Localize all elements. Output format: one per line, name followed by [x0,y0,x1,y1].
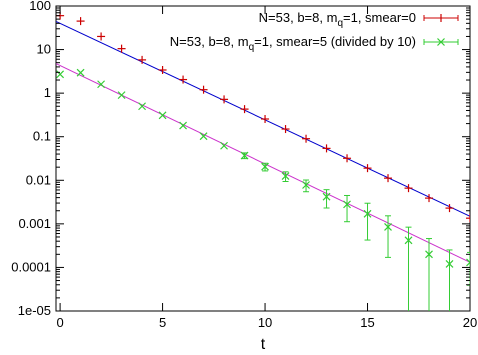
cross-marker-b [302,181,310,189]
y-tick-label: 100 [29,0,51,13]
series-1-point [302,134,311,143]
series-2-point [363,202,372,241]
cross-marker-b [97,80,106,89]
x-tick-label: 0 [56,315,63,330]
series-2-point [343,194,351,223]
series-1-point [281,125,290,134]
series-2-point [76,68,85,77]
series-2-point [97,80,106,89]
series-2-point [138,102,147,111]
series-1-point [220,95,229,104]
legend: N=53, b=8, mq=1, smear=0 N=53, b=8, mq=1,… [170,10,459,53]
data-markers [56,11,470,311]
series-2-point [302,179,310,193]
series-2-point [384,215,392,258]
y-tick-label: 10 [37,42,51,57]
x-tick-label: 10 [258,315,272,330]
cross-marker-b [56,70,65,79]
cross-marker-b [220,141,228,150]
cross-marker-b [199,132,208,141]
series-1-point [240,105,249,114]
legend-label-2: N=53, b=8, mq=1, smear=5 (divided by 10) [170,34,416,53]
cross-marker-b [138,102,147,111]
series-2-point [158,111,167,120]
cross-marker-b [363,209,372,218]
series-1-point [466,214,470,223]
y-tick-label: 0.1 [33,129,51,144]
y-tick-label: 0.01 [26,172,51,187]
series-1-point [445,204,454,213]
series-1-point [199,85,208,94]
series-2-point [322,189,331,209]
plot-border [55,5,471,312]
series-1-point [179,75,188,84]
series-1-point [384,174,393,183]
series-1-point [425,194,434,203]
series-2-point [220,141,228,150]
cross-marker-b [384,223,392,231]
y-tick-label: 1 [44,85,51,100]
series-2-point [281,171,290,183]
cross-marker-b [404,236,413,245]
cross-marker-b [76,68,85,77]
cross-marker-b [240,151,249,160]
cross-marker-b [158,111,167,120]
series-1-point [158,65,167,74]
y-tick-label: 0.001 [18,216,51,231]
x-tick-label: 20 [463,315,477,330]
series-2-point [261,162,269,172]
x-tick-label: 5 [159,315,166,330]
series-1-point [97,32,106,41]
series-2-point [445,249,454,311]
series-1-point [363,164,372,173]
cross-marker-b [117,91,126,100]
series-1-point [117,44,126,53]
cross-marker-a [466,258,470,264]
axis-ticks: 1e-05 0.0001 0.001 0.01 0.1 1 10 100 0 5 10 15 20 [11,0,477,330]
series-1-point [404,184,413,193]
legend-label-1: N=53, b=8, mq=1, smear=0 [259,10,416,29]
cross-marker-b [466,261,470,267]
series-2-point [117,91,126,100]
axes-frame [55,5,471,312]
x-axis-label: t [261,336,266,353]
cross-marker-b [425,250,433,259]
series-2-point [425,238,433,311]
legend-cross-marker-b [437,38,445,46]
series-2-point [179,121,187,130]
cross-marker-b [445,260,454,268]
series-2-point [404,226,413,311]
cross-marker-b [343,200,351,209]
series-1-point [322,144,331,153]
y-tick-label: 1e-05 [18,303,51,318]
series-2-point [240,151,249,160]
fit-lines [56,20,470,263]
series-1-point [343,154,352,163]
series-1-point [138,55,147,64]
cross-marker-b [179,121,187,130]
cross-marker-b [281,172,290,180]
x-tick-label: 15 [360,315,374,330]
series-1-point [261,115,270,124]
y-tick-label: 0.0001 [11,259,51,274]
cross-marker-b [261,162,269,171]
cross-marker-b [322,192,331,201]
series-1-point [76,17,85,26]
series-2-point [199,132,208,141]
